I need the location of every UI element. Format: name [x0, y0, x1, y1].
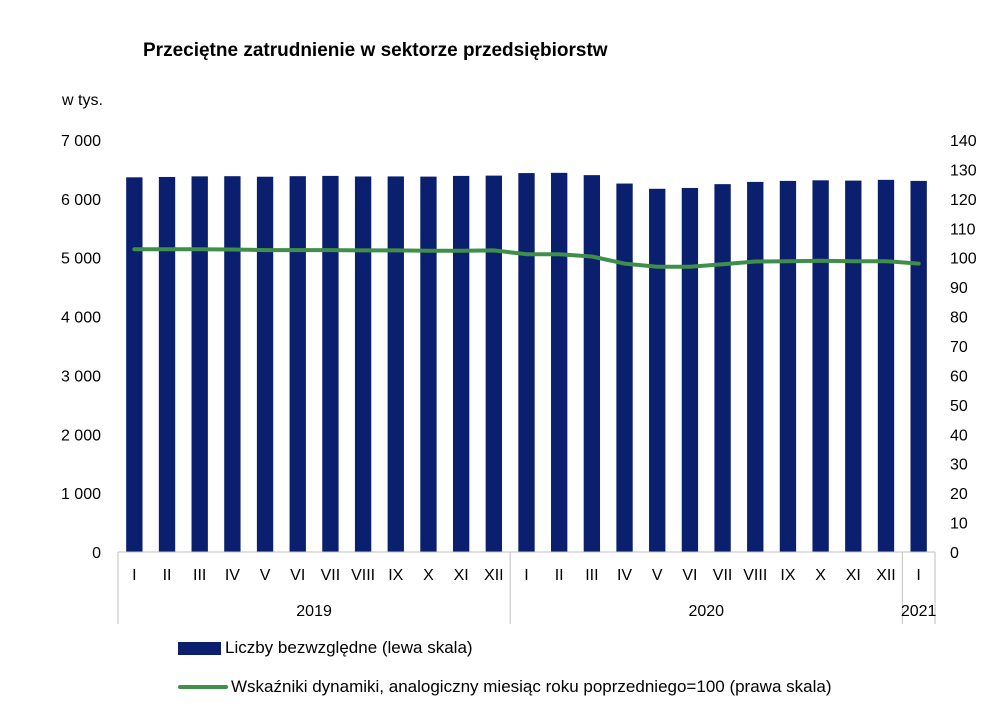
y2-tick-label: 0 — [950, 545, 959, 562]
bar — [910, 180, 927, 553]
y2-tick-label: 40 — [950, 427, 968, 444]
x-tick-label: IV — [617, 567, 632, 584]
bar — [779, 180, 797, 553]
bar — [224, 176, 241, 552]
y2-tick-label: 100 — [950, 251, 977, 268]
x-group-label: 2021 — [901, 603, 937, 620]
legend-swatch-bars — [178, 641, 221, 655]
x-tick-label: IX — [388, 567, 403, 584]
x-tick-label: VII — [713, 567, 733, 584]
y2-tick-label: 90 — [950, 280, 968, 297]
bar — [158, 176, 176, 552]
bar — [551, 172, 568, 552]
x-tick-label: XII — [484, 567, 504, 584]
legend-label-line: Wskaźniki dynamiki, analogiczny miesiąc … — [231, 677, 832, 696]
y2-tick-label: 10 — [950, 516, 968, 533]
bar — [812, 180, 829, 552]
y2-tick-label: 30 — [950, 457, 968, 474]
bar — [485, 175, 502, 552]
bar — [126, 177, 143, 552]
x-tick-label: II — [163, 567, 172, 584]
x-group-label: 2019 — [296, 603, 332, 620]
y-tick-label: 1 000 — [61, 486, 101, 503]
bar — [583, 175, 601, 553]
bar — [387, 176, 404, 553]
y2-tick-label: 110 — [950, 221, 976, 238]
x-tick-label: IV — [225, 567, 240, 584]
bar — [649, 188, 666, 552]
x-tick-label: VII — [321, 567, 341, 584]
bar — [747, 181, 764, 552]
line-series — [132, 247, 921, 269]
y-tick-label: 0 — [92, 545, 101, 562]
x-tick-label: III — [585, 567, 598, 584]
x-tick-label: II — [555, 567, 564, 584]
x-tick-label: IX — [780, 567, 795, 584]
x-tick-label: I — [916, 567, 920, 584]
bar — [616, 183, 633, 552]
y2-tick-label: 130 — [950, 162, 977, 179]
x-group-label: 2020 — [688, 603, 724, 620]
x-tick-label: VIII — [743, 567, 767, 584]
bar — [420, 176, 437, 553]
y2-tick-label: 140 — [950, 133, 977, 150]
y-axis-unit-label: w tys. — [62, 92, 103, 109]
bar — [845, 180, 862, 552]
bar — [518, 173, 535, 553]
y2-tick-label: 70 — [950, 339, 968, 356]
bar — [681, 187, 699, 552]
y-tick-label: 7 000 — [61, 133, 101, 150]
bar — [452, 175, 470, 552]
x-tick-label: X — [815, 567, 826, 584]
y2-tick-label: 20 — [950, 486, 968, 503]
bar — [877, 179, 895, 552]
x-tick-label: XII — [876, 567, 896, 584]
x-tick-label: V — [260, 567, 271, 584]
y-tick-label: 2 000 — [61, 427, 101, 444]
legend-item-bars: Liczby bezwzględne (lewa skala) — [178, 638, 473, 658]
y2-tick-label: 120 — [950, 192, 977, 209]
x-tick-label: X — [423, 567, 434, 584]
legend-item-line: Wskaźniki dynamiki, analogiczny miesiąc … — [178, 677, 831, 697]
y-tick-label: 4 000 — [61, 310, 101, 327]
y2-tick-label: 60 — [950, 368, 968, 385]
bar — [289, 176, 306, 552]
bar — [191, 176, 208, 552]
chart-title: Przeciętne zatrudnienie w sektorze przed… — [143, 40, 608, 61]
bar — [322, 175, 339, 552]
bar — [256, 176, 274, 552]
bar — [714, 184, 731, 552]
x-tick-label: VIII — [351, 567, 375, 584]
legend-swatch-line — [178, 685, 228, 689]
y2-tick-label: 80 — [950, 310, 968, 327]
legend-label-bars: Liczby bezwzględne (lewa skala) — [225, 638, 473, 657]
x-tick-label: V — [652, 567, 663, 584]
x-tick-label: III — [193, 567, 206, 584]
x-tick-label: I — [524, 567, 528, 584]
y2-tick-label: 50 — [950, 398, 968, 415]
x-tick-label: VI — [290, 567, 305, 584]
x-tick-label: XI — [846, 567, 861, 584]
x-tick-label: I — [132, 567, 136, 584]
x-tick-label: XI — [454, 567, 469, 584]
y-tick-label: 3 000 — [61, 368, 101, 385]
bar — [354, 176, 372, 552]
y-tick-label: 6 000 — [61, 192, 101, 209]
x-tick-label: VI — [682, 567, 697, 584]
y-tick-label: 5 000 — [61, 251, 101, 268]
